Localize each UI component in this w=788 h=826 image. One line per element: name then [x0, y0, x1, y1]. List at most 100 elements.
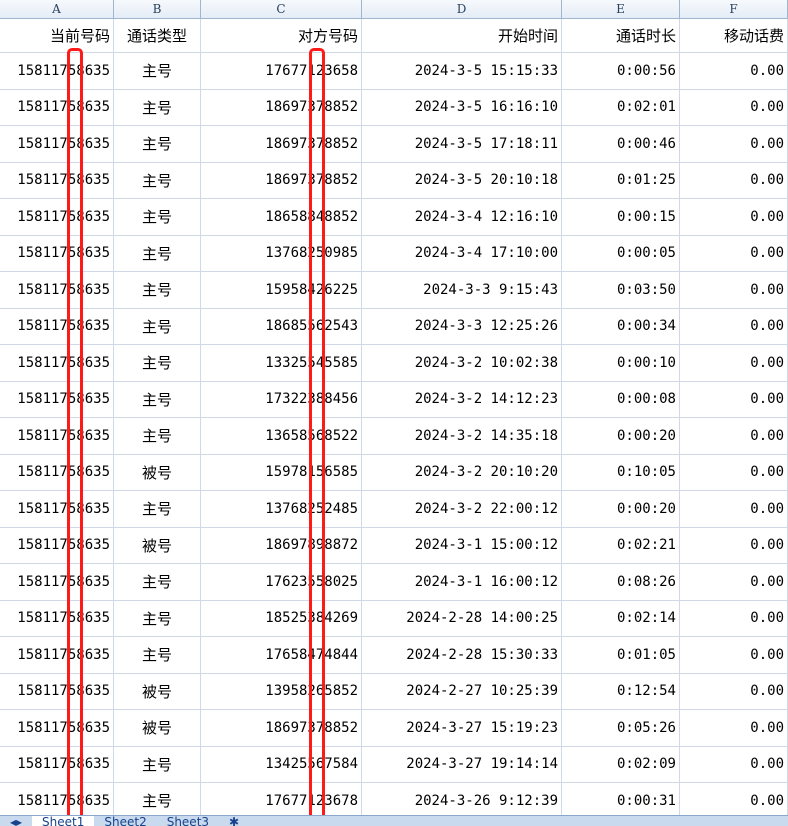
- table-cell[interactable]: 15811758635: [0, 308, 114, 344]
- tab-nav-icon[interactable]: ◂▸: [10, 815, 23, 826]
- table-cell[interactable]: 2024-3-2 14:35:18: [362, 418, 562, 454]
- table-cell[interactable]: 主号: [114, 418, 201, 454]
- table-cell[interactable]: 15811758635: [0, 345, 114, 381]
- table-cell[interactable]: 0.00: [680, 600, 788, 636]
- table-cell[interactable]: 主号: [114, 89, 201, 125]
- sheet-tab-1[interactable]: Sheet1: [32, 816, 95, 826]
- column-header-b[interactable]: B: [114, 0, 201, 18]
- table-cell[interactable]: 18697378852: [201, 126, 362, 162]
- table-cell[interactable]: 2024-3-5 16:16:10: [362, 89, 562, 125]
- table-cell[interactable]: 17322388456: [201, 381, 362, 417]
- table-cell[interactable]: 2024-3-4 12:16:10: [362, 199, 562, 235]
- table-cell[interactable]: 18697378852: [201, 710, 362, 746]
- table-cell[interactable]: 0:00:08: [562, 381, 680, 417]
- table-cell[interactable]: 主号: [114, 53, 201, 89]
- table-cell[interactable]: 主号: [114, 345, 201, 381]
- table-cell[interactable]: 被号: [114, 710, 201, 746]
- table-cell[interactable]: 主号: [114, 308, 201, 344]
- table-cell[interactable]: 17677123678: [201, 783, 362, 815]
- table-cell[interactable]: 0:00:56: [562, 53, 680, 89]
- table-cell[interactable]: 18525384269: [201, 600, 362, 636]
- table-cell[interactable]: 13425567584: [201, 746, 362, 782]
- table-cell[interactable]: 0:00:31: [562, 783, 680, 815]
- table-cell[interactable]: 0.00: [680, 272, 788, 308]
- table-cell[interactable]: 2024-3-1 16:00:12: [362, 564, 562, 600]
- table-cell[interactable]: 0:12:54: [562, 673, 680, 709]
- table-cell[interactable]: 15811758635: [0, 783, 114, 815]
- header-cell[interactable]: 开始时间: [362, 19, 562, 52]
- table-cell[interactable]: 2024-3-3 9:15:43: [362, 272, 562, 308]
- table-cell[interactable]: 17658474844: [201, 637, 362, 673]
- table-cell[interactable]: 主号: [114, 746, 201, 782]
- table-cell[interactable]: 0.00: [680, 454, 788, 490]
- table-cell[interactable]: 0:00:34: [562, 308, 680, 344]
- table-cell[interactable]: 0.00: [680, 89, 788, 125]
- table-cell[interactable]: 15811758635: [0, 527, 114, 563]
- table-cell[interactable]: 2024-3-27 19:14:14: [362, 746, 562, 782]
- table-cell[interactable]: 0:10:05: [562, 454, 680, 490]
- table-cell[interactable]: 15811758635: [0, 637, 114, 673]
- table-cell[interactable]: 17623558025: [201, 564, 362, 600]
- table-cell[interactable]: 主号: [114, 199, 201, 235]
- header-cell[interactable]: 当前号码: [0, 19, 114, 52]
- sheet-tab-2[interactable]: Sheet2: [104, 815, 147, 826]
- table-cell[interactable]: 0:00:20: [562, 418, 680, 454]
- table-cell[interactable]: 主号: [114, 600, 201, 636]
- table-cell[interactable]: 2024-3-1 15:00:12: [362, 527, 562, 563]
- table-cell[interactable]: 15811758635: [0, 272, 114, 308]
- table-cell[interactable]: 0:02:01: [562, 89, 680, 125]
- table-cell[interactable]: 15811758635: [0, 381, 114, 417]
- table-cell[interactable]: 0.00: [680, 564, 788, 600]
- column-header-c[interactable]: C: [201, 0, 362, 18]
- table-cell[interactable]: 15811758635: [0, 564, 114, 600]
- table-cell[interactable]: 主号: [114, 491, 201, 527]
- table-cell[interactable]: 主号: [114, 235, 201, 271]
- table-cell[interactable]: 2024-3-3 12:25:26: [362, 308, 562, 344]
- table-cell[interactable]: 0.00: [680, 381, 788, 417]
- table-cell[interactable]: 主号: [114, 564, 201, 600]
- table-cell[interactable]: 2024-3-2 20:10:20: [362, 454, 562, 490]
- table-cell[interactable]: 2024-3-2 22:00:12: [362, 491, 562, 527]
- table-cell[interactable]: 0.00: [680, 126, 788, 162]
- table-cell[interactable]: 0:00:10: [562, 345, 680, 381]
- table-cell[interactable]: 0.00: [680, 53, 788, 89]
- table-cell[interactable]: 0:01:25: [562, 162, 680, 198]
- table-cell[interactable]: 15811758635: [0, 126, 114, 162]
- insert-sheet-icon[interactable]: ✱: [229, 815, 240, 826]
- table-cell[interactable]: 15811758635: [0, 235, 114, 271]
- table-cell[interactable]: 15811758635: [0, 710, 114, 746]
- table-cell[interactable]: 13768252485: [201, 491, 362, 527]
- table-cell[interactable]: 15811758635: [0, 89, 114, 125]
- table-cell[interactable]: 0.00: [680, 235, 788, 271]
- table-cell[interactable]: 0.00: [680, 783, 788, 815]
- table-cell[interactable]: 2024-3-26 9:12:39: [362, 783, 562, 815]
- table-cell[interactable]: 15978156585: [201, 454, 362, 490]
- table-cell[interactable]: 15811758635: [0, 600, 114, 636]
- table-cell[interactable]: 2024-2-28 15:30:33: [362, 637, 562, 673]
- table-cell[interactable]: 0.00: [680, 345, 788, 381]
- table-cell[interactable]: 13325545585: [201, 345, 362, 381]
- table-cell[interactable]: 被号: [114, 527, 201, 563]
- table-cell[interactable]: 0:05:26: [562, 710, 680, 746]
- table-cell[interactable]: 0:03:50: [562, 272, 680, 308]
- table-cell[interactable]: 0.00: [680, 199, 788, 235]
- table-cell[interactable]: 2024-3-2 10:02:38: [362, 345, 562, 381]
- header-cell[interactable]: 对方号码: [201, 19, 362, 52]
- table-cell[interactable]: 17677123658: [201, 53, 362, 89]
- table-cell[interactable]: 15811758635: [0, 746, 114, 782]
- table-cell[interactable]: 0:00:20: [562, 491, 680, 527]
- table-cell[interactable]: 18697378852: [201, 89, 362, 125]
- table-cell[interactable]: 主号: [114, 637, 201, 673]
- table-cell[interactable]: 15811758635: [0, 454, 114, 490]
- table-cell[interactable]: 18697898872: [201, 527, 362, 563]
- table-cell[interactable]: 0:02:09: [562, 746, 680, 782]
- spreadsheet-grid[interactable]: 当前号码 通话类型 对方号码 开始时间 通话时长 移动话费 15811758635 主号 176…: [0, 19, 788, 815]
- table-cell[interactable]: 0:00:46: [562, 126, 680, 162]
- table-cell[interactable]: 0:02:14: [562, 600, 680, 636]
- sheet-tab-3[interactable]: Sheet3: [166, 815, 210, 826]
- table-cell[interactable]: 主号: [114, 783, 201, 815]
- table-cell[interactable]: 0:08:26: [562, 564, 680, 600]
- column-header-f[interactable]: F: [680, 0, 788, 18]
- table-cell[interactable]: 15811758635: [0, 418, 114, 454]
- table-cell[interactable]: 2024-3-5 17:18:11: [362, 126, 562, 162]
